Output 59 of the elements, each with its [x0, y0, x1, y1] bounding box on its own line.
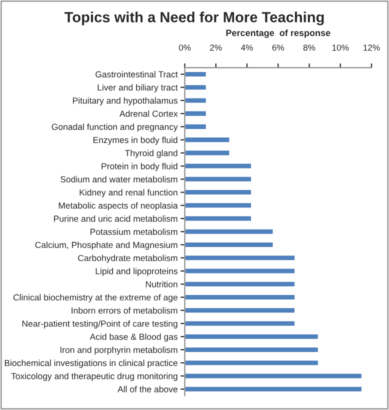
- y-tick-label: Enzymes in body fluid: [93, 136, 178, 145]
- bar: [184, 267, 296, 275]
- bar: [184, 306, 296, 314]
- x-tick-label: 10%: [332, 44, 349, 51]
- bar: [184, 294, 296, 301]
- y-tick-label: Purine and uric acid metabolism: [54, 215, 178, 222]
- bar: [184, 176, 252, 183]
- bar: [184, 70, 208, 78]
- y-tick-label: Acid base & Blood gas: [90, 333, 178, 342]
- x-tick-label: 4%: [240, 44, 253, 51]
- bar: [184, 162, 252, 170]
- y-tick-label: Lipid and lipoproteins: [96, 268, 178, 276]
- x-tick-label: 2%: [210, 44, 222, 51]
- x-tick-label: 0%: [178, 44, 191, 51]
- bar: [184, 84, 208, 91]
- y-tick-label: Carbohydrate metabolism: [78, 254, 178, 263]
- y-tick-label: Toxicology and therapeutic drug monitoring: [11, 372, 178, 381]
- bar: [184, 320, 296, 328]
- y-tick-label: Clinical biochemistry at the extreme of age: [13, 294, 178, 302]
- y-tick-label: Calcium, Phosphate and Magnesium: [35, 242, 178, 250]
- bar: [184, 241, 274, 248]
- y-tick-label: Protein in body fluid: [102, 162, 178, 172]
- bar: [184, 254, 296, 262]
- x-tick-label: 8%: [303, 44, 316, 51]
- y-tick-label: Sodium and water metabolism: [60, 176, 178, 182]
- y-tick-label: Inborn errors of metabolism: [72, 307, 178, 314]
- bar: [184, 202, 252, 210]
- y-tick-label: Potassium metabolism: [90, 228, 178, 235]
- y-tick-label: Liver and biliary tract: [98, 84, 178, 92]
- y-tick-label: Gastrointestinal Tract: [96, 71, 178, 78]
- bar: [184, 228, 274, 236]
- bar: [184, 188, 252, 196]
- bar: [184, 332, 320, 340]
- y-tick-label: Kidney and renal function: [80, 189, 178, 198]
- x-tick-label: 12%: [364, 44, 380, 51]
- bar: [184, 96, 208, 104]
- y-tick-label: Adrenal Cortex: [119, 110, 178, 117]
- bar: [184, 214, 252, 222]
- y-tick-label: Nutrition: [146, 280, 178, 288]
- y-tick-label: Gonadal function and pregnancy: [52, 124, 178, 132]
- bar: [184, 110, 208, 118]
- bar: [184, 346, 320, 354]
- y-tick-label: Biochemical investigations in clinical practice: [4, 360, 178, 368]
- x-tick-label: 6%: [272, 44, 284, 51]
- bar: [184, 372, 363, 380]
- y-tick-label: Near-patient testing/Point of care testing: [22, 320, 178, 328]
- y-tick-label: Iron and porphyrin metabolism: [60, 346, 178, 355]
- bar: [184, 149, 231, 157]
- y-tick-label: All of the above: [118, 386, 178, 392]
- bar: [184, 359, 320, 366]
- x-axis-title: Percentage of response: [226, 29, 330, 38]
- bar: [184, 123, 208, 130]
- bar: [184, 385, 363, 393]
- y-tick-label: Thyroid gland: [125, 150, 178, 158]
- bar: [184, 136, 231, 144]
- y-tick-label: Pituitary and hypothalamus: [73, 97, 178, 106]
- bar: [184, 280, 296, 288]
- chart-title: Topics with a Need for More Teaching: [64, 12, 324, 26]
- y-tick-label: Metabolic aspects of neoplasia: [58, 202, 178, 210]
